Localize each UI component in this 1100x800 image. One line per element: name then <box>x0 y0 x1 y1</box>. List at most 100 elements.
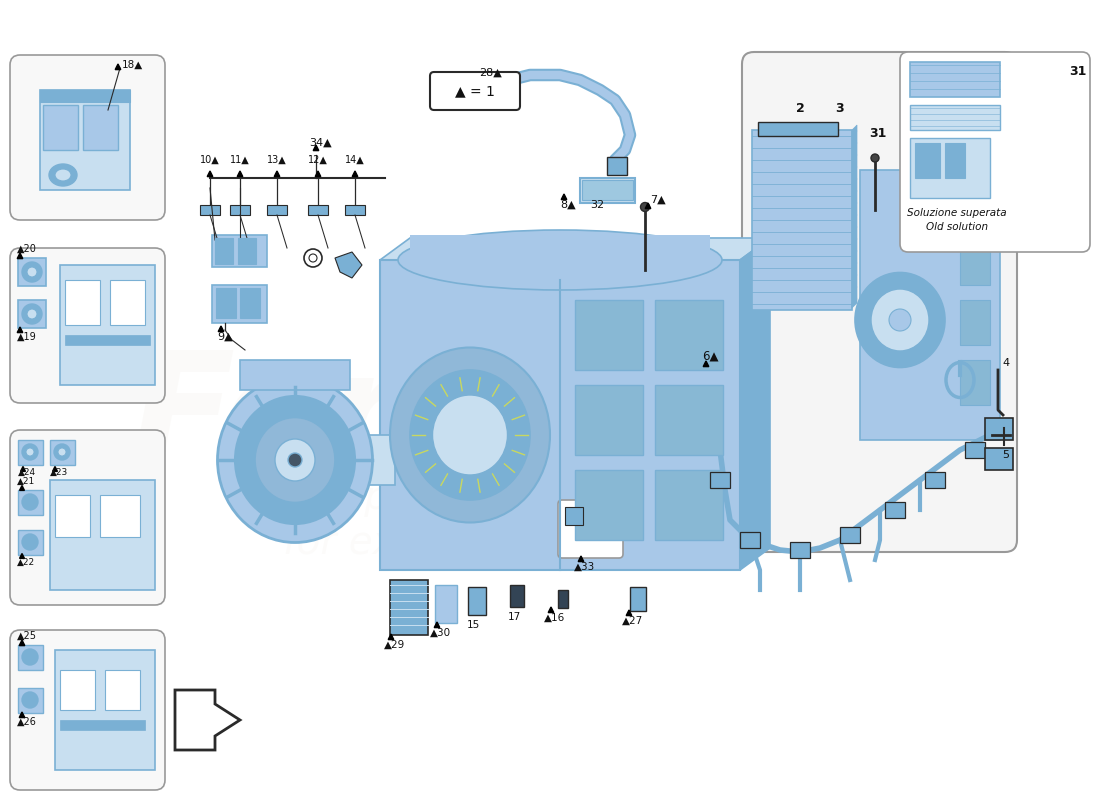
Bar <box>434 585 456 623</box>
Text: a passion
for excellence: a passion for excellence <box>284 479 557 561</box>
Bar <box>18 440 43 465</box>
Text: 9▲: 9▲ <box>217 332 233 342</box>
Polygon shape <box>314 145 319 150</box>
Bar <box>18 530 43 555</box>
Ellipse shape <box>275 439 315 481</box>
Ellipse shape <box>50 164 77 186</box>
Ellipse shape <box>58 448 66 456</box>
FancyBboxPatch shape <box>10 630 165 790</box>
Text: 12▲: 12▲ <box>308 155 328 165</box>
Polygon shape <box>274 171 279 177</box>
Bar <box>960 360 990 405</box>
Polygon shape <box>740 238 770 570</box>
Polygon shape <box>388 634 394 640</box>
Bar <box>860 170 1000 440</box>
Bar <box>960 240 990 285</box>
Polygon shape <box>316 171 321 177</box>
Polygon shape <box>20 554 24 558</box>
Polygon shape <box>175 690 240 750</box>
Polygon shape <box>852 125 857 308</box>
Text: ▲20: ▲20 <box>16 244 37 254</box>
Ellipse shape <box>304 249 322 267</box>
Text: ▲22: ▲22 <box>16 558 35 567</box>
Bar <box>790 542 810 558</box>
Bar <box>82 105 118 150</box>
Bar <box>110 280 145 325</box>
Text: ▲23: ▲23 <box>50 468 68 477</box>
Text: 32: 32 <box>590 200 604 210</box>
Ellipse shape <box>235 396 355 524</box>
Polygon shape <box>561 194 566 200</box>
Text: 3: 3 <box>836 102 845 115</box>
Bar <box>55 650 155 770</box>
Bar <box>100 495 140 537</box>
Text: 15: 15 <box>466 620 480 630</box>
Bar <box>216 288 236 318</box>
FancyBboxPatch shape <box>900 52 1090 252</box>
Text: Soluzione superata: Soluzione superata <box>908 208 1007 218</box>
Polygon shape <box>579 556 584 562</box>
Ellipse shape <box>218 378 373 542</box>
Polygon shape <box>352 171 358 177</box>
Ellipse shape <box>22 534 38 550</box>
Bar <box>990 422 1010 438</box>
Bar <box>18 645 43 670</box>
Bar <box>230 205 250 215</box>
Bar <box>886 502 905 518</box>
Ellipse shape <box>22 262 42 282</box>
Text: Ferrari: Ferrari <box>131 346 708 494</box>
Bar <box>212 285 267 323</box>
Polygon shape <box>19 712 25 718</box>
Ellipse shape <box>390 347 550 522</box>
Polygon shape <box>207 171 212 177</box>
Text: ▲30: ▲30 <box>430 628 452 638</box>
Ellipse shape <box>309 254 317 262</box>
Polygon shape <box>646 203 651 209</box>
Bar <box>212 235 267 267</box>
Bar <box>55 495 90 537</box>
Bar <box>925 472 945 488</box>
Text: ▲26: ▲26 <box>16 717 37 727</box>
Bar <box>468 587 486 615</box>
Text: ▲27: ▲27 <box>623 616 643 626</box>
Text: ▲25: ▲25 <box>16 631 37 641</box>
Ellipse shape <box>22 444 38 460</box>
Ellipse shape <box>288 453 302 467</box>
Bar <box>18 490 43 515</box>
Polygon shape <box>379 238 770 260</box>
Bar <box>308 205 328 215</box>
Text: ▲ = 1: ▲ = 1 <box>455 84 495 98</box>
Text: ▲19: ▲19 <box>16 332 36 342</box>
Ellipse shape <box>28 267 37 277</box>
FancyBboxPatch shape <box>742 52 1018 552</box>
Ellipse shape <box>26 448 34 456</box>
Text: 28▲: 28▲ <box>478 68 502 78</box>
Ellipse shape <box>871 289 930 351</box>
Bar <box>60 720 145 730</box>
Bar <box>740 532 760 548</box>
Ellipse shape <box>640 202 649 211</box>
Bar <box>960 300 990 345</box>
Bar <box>758 122 838 136</box>
Ellipse shape <box>255 418 336 502</box>
Polygon shape <box>18 253 23 258</box>
Bar <box>50 480 155 590</box>
Bar <box>575 300 644 370</box>
Bar <box>18 258 46 286</box>
Polygon shape <box>434 622 440 627</box>
Polygon shape <box>703 361 708 366</box>
Ellipse shape <box>28 309 37 319</box>
Bar <box>18 688 43 713</box>
Bar <box>654 385 723 455</box>
Bar <box>654 300 723 370</box>
Text: 31: 31 <box>869 127 887 140</box>
Bar <box>478 88 500 108</box>
Bar <box>710 472 730 488</box>
Polygon shape <box>218 326 223 331</box>
Bar <box>910 138 990 198</box>
Bar <box>104 670 140 710</box>
Bar <box>630 587 646 611</box>
Text: 6▲: 6▲ <box>702 350 718 363</box>
Bar <box>910 62 1000 97</box>
Ellipse shape <box>22 304 42 324</box>
